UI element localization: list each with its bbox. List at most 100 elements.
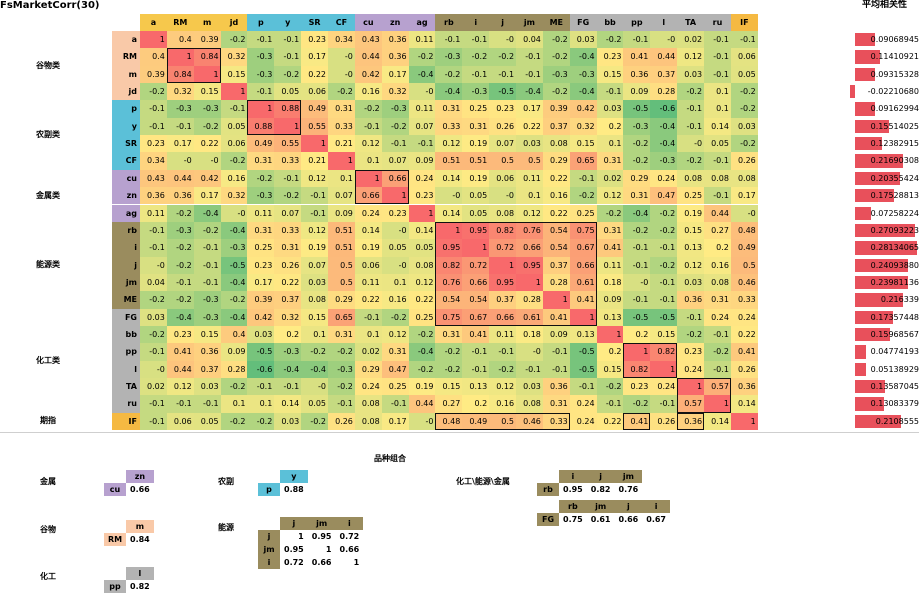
heatmap-cell: -0.2 [596,204,624,222]
heatmap-cell: -0.1 [140,239,167,257]
heatmap-cell: 0.24 [650,169,678,188]
heatmap-cell: 0.24 [354,204,382,222]
row-label-bb: bb [112,325,140,344]
heatmap-cell: -0.1 [381,135,409,153]
heatmap-cell: 0.54 [462,291,490,309]
heatmap-cell: 0.5 [328,256,355,274]
heatmap-cell: 0.25 [247,239,275,257]
heatmap-cell: -0.2 [650,256,678,274]
heatmap-cell: 0.23 [489,100,517,118]
heatmap-cell: 0.21 [328,135,355,153]
heatmap-cell: 0.36 [730,378,758,396]
heatmap-cell: 0.2 [596,117,624,136]
heatmap-cell: -0 [677,135,705,153]
heatmap-cell: 0.12 [408,273,436,292]
heatmap-cell: -0.4 [301,360,329,378]
heatmap-cell: 0.04 [140,273,167,292]
heatmap-cell: -0.1 [354,117,382,136]
avg-correlation-bar [855,206,871,220]
avg-correlation-bar [855,362,867,376]
heatmap-cell: 0.07 [489,135,517,153]
heatmap-cell: 0.19 [462,135,490,153]
heatmap-cell: -0.3 [247,187,275,205]
heatmap-cell: 0.31 [381,343,409,361]
heatmap-cell: -0.5 [623,308,651,326]
heatmap-cell: 0.12 [516,204,543,222]
heatmap-cell: 1 [489,256,517,274]
heatmap-cell: -0.2 [650,221,678,240]
heatmap-cell: -0.1 [596,395,624,413]
heatmap-cell: -0.1 [166,395,194,413]
heatmap-cell: -0.3 [193,291,221,309]
heatmap-cell: 0.12 [489,378,517,396]
heatmap-cell: -0.2 [220,152,248,170]
combo-table: i j jm rb 0.95 0.82 0.76 [537,470,643,496]
heatmap-cell: -0.3 [542,65,570,84]
avg-correlation-bar [855,414,902,429]
heatmap-cell: 1 [569,308,597,326]
heatmap-cell: 0.57 [677,395,705,413]
row-label-RM: RM [112,48,140,66]
heatmap-cell: 0.26 [650,412,678,431]
column-header-FG: FG [569,14,597,31]
heatmap-cell: -0.1 [489,65,517,84]
heatmap-cell: -0.4 [220,273,248,292]
heatmap-cell: -0.1 [704,48,731,66]
heatmap-cell: 0.15 [650,325,678,344]
heatmap-cell: 0.05 [220,117,248,136]
heatmap-cell: 0.41 [166,343,194,361]
heatmap-cell: 0.12 [596,187,624,205]
heatmap-cell: 0.29 [623,169,651,188]
heatmap-cell: 0.19 [462,169,490,188]
heatmap-cell: 1 [301,135,329,153]
heatmap-cell: -0.3 [247,48,275,66]
heatmap-cell: 0.08 [730,169,758,188]
combo-value: 0.61 [590,515,611,524]
heatmap-cell: -0.3 [274,343,302,361]
heatmap-cell: 0.76 [435,273,463,292]
heatmap-cell: 0.31 [596,221,624,240]
combo-header-cell [537,500,559,513]
avg-correlation-bar [855,275,908,290]
heatmap-cell: 0.24 [730,308,758,326]
heatmap-cell: 0.08 [704,273,731,292]
heatmap-cell: 0.22 [408,291,436,309]
heatmap-cell: -0.6 [650,100,678,118]
heatmap-cell: 0.41 [542,308,570,326]
heatmap-cell: 0.44 [166,360,194,378]
heatmap-cell: 0.11 [516,169,543,188]
heatmap-cell: -0.3 [435,48,463,66]
heatmap-cell: 0.31 [704,291,731,309]
combo-value: 0.66 [130,485,150,494]
combo-header-cell: i [642,500,670,513]
heatmap-cell: 0.41 [730,343,758,361]
heatmap-cell: 0.14 [435,169,463,188]
heatmap-cell: -0 [301,378,329,396]
heatmap-cell: 0.31 [247,152,275,170]
heatmap-cell: 0.23 [140,135,167,153]
heatmap-cell: -0 [166,152,194,170]
heatmap-cell: -0 [381,256,409,274]
heatmap-cell: 0.24 [408,169,436,188]
heatmap-cell: 0.22 [596,412,624,431]
heatmap-cell: 1 [274,117,302,136]
heatmap-cell: 0.33 [542,412,570,431]
heatmap-cell: 0.14 [730,395,758,413]
heatmap-cell: -0.1 [704,65,731,84]
heatmap-cell: -0.1 [704,325,731,344]
heatmap-cell: 0.66 [462,273,490,292]
avg-correlation-value: 0.2108555 [875,416,919,426]
row-label-i: i [112,239,140,257]
heatmap-cell: 0.36 [677,412,705,431]
heatmap-cell: 0.88 [247,117,275,136]
heatmap-cell: 0.28 [516,291,543,309]
heatmap-cell: 0.14 [274,395,302,413]
heatmap-cell: 0.39 [140,65,167,84]
heatmap-cell: -0 [650,31,678,49]
heatmap-cell: 0.51 [462,152,490,170]
combo-header-cell: l [126,567,154,580]
heatmap-cell: 0.55 [301,117,329,136]
heatmap-cell: -0.1 [140,100,167,118]
heatmap-cell: -0 [328,65,355,84]
heatmap-cell: 0.12 [301,169,329,188]
